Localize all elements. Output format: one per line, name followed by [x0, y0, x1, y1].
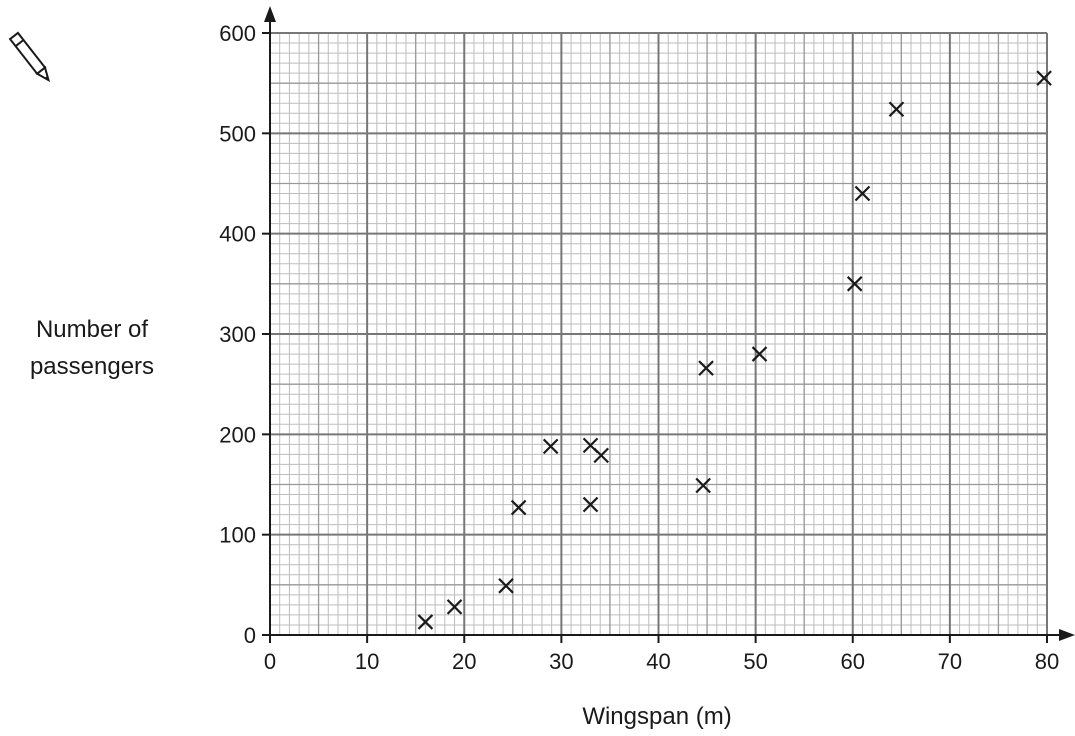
data-point	[510, 499, 527, 516]
x-tick-label: 40	[646, 649, 670, 674]
pencil-icon	[8, 31, 51, 83]
data-point-stroke	[593, 447, 609, 464]
data-point	[698, 360, 714, 376]
data-point	[854, 185, 871, 202]
data-point-stroke	[751, 346, 768, 362]
x-tick-label: 20	[452, 649, 476, 674]
data-point	[593, 447, 609, 464]
y-tick-label: 0	[244, 623, 256, 648]
data-point-stroke	[446, 599, 463, 615]
x-tick-label: 80	[1035, 649, 1059, 674]
data-point	[498, 578, 514, 594]
y-tick-label: 600	[219, 21, 256, 46]
data-point	[1036, 70, 1052, 86]
axes	[264, 6, 1075, 641]
data-point-stroke	[888, 101, 905, 118]
x-axis-arrow	[1059, 629, 1075, 641]
y-tick-label: 200	[219, 422, 256, 447]
data-point-stroke	[695, 477, 711, 494]
x-tick-label: 60	[841, 649, 865, 674]
data-point-stroke	[510, 499, 527, 516]
data-point-stroke	[498, 578, 514, 594]
data-point-stroke	[542, 438, 559, 455]
y-tick-label: 500	[219, 121, 256, 146]
x-tick-label: 30	[549, 649, 573, 674]
data-point-stroke	[582, 496, 599, 513]
data-point-stroke	[698, 360, 714, 376]
grid-major	[270, 32, 1048, 635]
data-point	[888, 101, 905, 118]
data-points	[417, 70, 1052, 630]
data-point	[446, 599, 463, 615]
data-point	[846, 276, 863, 292]
x-tick-label: 0	[264, 649, 276, 674]
x-axis-label: Wingspan (m)	[582, 703, 731, 730]
y-tick-label: 300	[219, 322, 256, 347]
y-axis-label-line-2: passengers	[30, 353, 154, 380]
data-point	[751, 346, 768, 362]
y-axis-arrow	[264, 6, 276, 22]
y-tick-label: 100	[219, 523, 256, 548]
data-point	[695, 477, 711, 494]
x-tick-label: 50	[743, 649, 767, 674]
data-point	[417, 614, 434, 630]
data-point	[542, 438, 559, 455]
data-point-stroke	[417, 614, 434, 630]
data-point-stroke	[846, 276, 863, 292]
data-point-stroke	[582, 437, 599, 454]
ticks: 0 10 20 30 40 50 60 70 80 0 100 200 300 400 500 600	[219, 21, 1059, 674]
y-axis-label-line-1: Number of	[36, 316, 148, 343]
data-point	[582, 496, 599, 513]
data-point-stroke	[1036, 70, 1052, 86]
x-tick-label: 70	[938, 649, 962, 674]
x-tick-label: 10	[355, 649, 379, 674]
data-point-stroke	[854, 185, 871, 202]
y-tick-label: 400	[219, 222, 256, 247]
